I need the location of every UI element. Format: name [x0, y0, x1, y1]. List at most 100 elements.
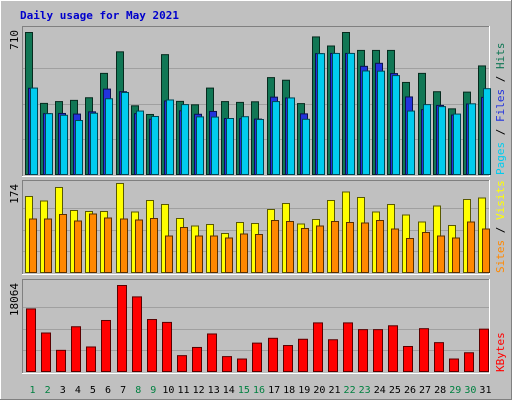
bar-sites-day-19	[301, 228, 309, 273]
top-panel: 710 Pages / Files / Hits	[8, 26, 507, 177]
x-tick-label: 3	[60, 385, 66, 396]
legend-separator: /	[494, 220, 507, 240]
bar-sites-day-2	[44, 218, 52, 273]
bar-sites-day-31	[482, 228, 490, 273]
bar-pages-day-3	[60, 114, 68, 175]
x-tick-label: 20	[313, 385, 325, 396]
bar-kbytes-day-18	[283, 345, 293, 373]
bar-kbytes-day-11	[177, 355, 187, 373]
x-tick-label: 15	[238, 385, 250, 396]
bar-sites-day-24	[376, 220, 384, 273]
series-kbytes	[26, 285, 489, 373]
bar-kbytes-day-1	[26, 308, 36, 373]
bar-sites-day-6	[104, 217, 112, 273]
x-tick-label: 16	[253, 385, 265, 396]
bar-pages-day-26	[407, 110, 415, 175]
x-axis-tick-labels: 1 2 3 4 5 6 7 8 9 10 11 12 13 14 15 16 17 18 19 20 21 22 23 24 2…	[30, 385, 492, 396]
x-tick-label: 7	[120, 385, 126, 396]
legend-entry-files: Files	[494, 89, 507, 122]
bar-pages-day-24	[377, 70, 385, 175]
x-tick-label: 23	[359, 385, 371, 396]
legend-entry-hits: Hits	[494, 43, 507, 70]
bar-sites-day-25	[391, 228, 399, 273]
x-tick-label: 31	[479, 385, 491, 396]
bar-pages-day-17	[272, 101, 280, 175]
bar-pages-day-31	[483, 88, 491, 175]
x-tick-label: 5	[90, 385, 96, 396]
bar-pages-day-11	[181, 104, 189, 175]
bar-sites-day-30	[467, 221, 475, 273]
bar-pages-day-29	[453, 113, 461, 175]
bar-pages-day-19	[302, 118, 310, 176]
bar-pages-day-9	[151, 115, 159, 176]
bar-sites-day-23	[361, 222, 369, 273]
x-tick-label: 6	[105, 385, 111, 396]
bar-kbytes-day-26	[403, 345, 413, 372]
bar-pages-day-7	[121, 92, 129, 175]
bar-pages-day-25	[392, 75, 400, 175]
middle-legend: Sites / Visits	[494, 180, 507, 273]
x-tick-label: 27	[419, 385, 431, 396]
chart-title: Daily usage for May 2021	[20, 9, 179, 22]
bar-kbytes-day-12	[192, 346, 202, 373]
bar-kbytes-day-5	[86, 346, 96, 372]
bottom-max-label: 18064	[8, 283, 21, 316]
x-tick-label: 2	[45, 385, 51, 396]
legend-entry-kbytes: KBytes	[494, 332, 507, 372]
bar-kbytes-day-25	[388, 325, 398, 373]
bar-pages-day-23	[362, 70, 370, 175]
bar-kbytes-day-29	[449, 358, 459, 373]
bar-sites-day-20	[316, 225, 324, 273]
bar-pages-day-21	[332, 52, 340, 175]
bar-pages-day-15	[241, 116, 249, 176]
x-tick-label: 19	[298, 385, 310, 396]
bar-kbytes-day-15	[237, 358, 247, 373]
bar-kbytes-day-6	[101, 319, 111, 373]
bar-kbytes-day-21	[328, 339, 338, 373]
bar-pages-day-16	[256, 119, 264, 176]
series-sites	[29, 213, 490, 273]
bar-pages-day-28	[438, 106, 446, 175]
bar-pages-day-13	[211, 116, 219, 176]
bar-kbytes-day-23	[358, 329, 368, 373]
bar-kbytes-day-14	[222, 356, 232, 372]
legend-entry-pages: Pages	[494, 142, 507, 175]
bottom-legend: KBytes	[494, 332, 507, 372]
legend-entry-sites: Sites	[494, 240, 507, 273]
bar-pages-day-6	[105, 98, 113, 175]
bar-pages-day-2	[45, 113, 53, 175]
bar-sites-day-26	[406, 238, 414, 273]
bar-sites-day-14	[225, 237, 233, 273]
bar-sites-day-13	[210, 235, 218, 273]
bar-sites-day-16	[255, 234, 263, 273]
bar-sites-day-3	[59, 214, 67, 273]
x-tick-label: 14	[223, 385, 235, 396]
x-tick-label: 18	[283, 385, 295, 396]
x-tick-label: 12	[193, 385, 205, 396]
bar-pages-day-22	[347, 52, 355, 175]
top-legend: Pages / Files / Hits	[494, 43, 507, 176]
bar-sites-day-11	[180, 227, 188, 273]
bar-kbytes-day-27	[419, 328, 429, 372]
bar-sites-day-8	[135, 219, 143, 273]
bar-kbytes-day-22	[343, 322, 353, 372]
bar-sites-day-12	[195, 235, 203, 273]
bar-sites-day-7	[120, 218, 128, 273]
x-tick-label: 4	[75, 385, 81, 396]
x-tick-label: 21	[328, 385, 340, 396]
chart-panels: 710 Pages / Files / Hits 174 Sites / Visits…	[8, 26, 507, 374]
x-tick-label: 22	[344, 385, 356, 396]
bar-kbytes-day-10	[162, 321, 172, 373]
bar-sites-day-22	[346, 222, 354, 273]
bar-pages-day-18	[287, 97, 295, 175]
x-tick-label: 26	[404, 385, 416, 396]
x-tick-label: 1	[30, 385, 36, 396]
bar-kbytes-day-7	[117, 285, 127, 372]
x-tick-label: 25	[389, 385, 401, 396]
bar-pages-day-10	[166, 99, 174, 175]
bar-pages-day-14	[226, 118, 234, 176]
bar-sites-day-27	[422, 232, 430, 273]
bar-pages-day-1	[30, 87, 38, 175]
x-tick-label: 11	[177, 385, 189, 396]
